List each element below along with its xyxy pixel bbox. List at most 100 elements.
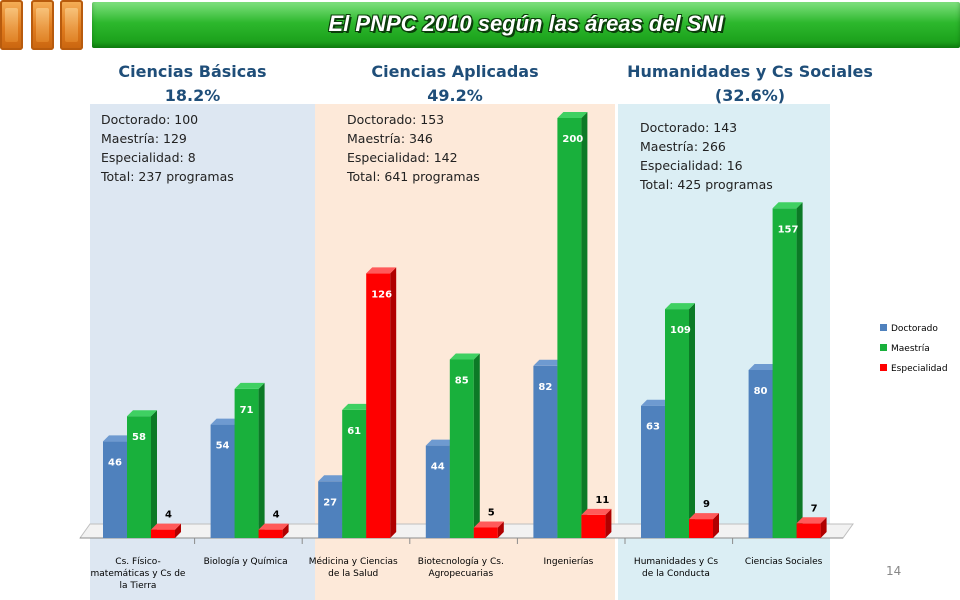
area-percent-humanidades: (32.6%) — [714, 86, 786, 105]
data-label: 5 — [488, 508, 495, 519]
data-label: 44 — [431, 462, 445, 473]
bar-especialidad-1 — [258, 523, 289, 538]
legend-swatch — [880, 324, 887, 331]
bar-top — [689, 513, 719, 520]
bar-top — [557, 112, 588, 118]
summary-humanidades: Doctorado: 143 Maestría: 266 Especialida… — [640, 118, 773, 194]
bar-face — [103, 441, 127, 538]
bar-top — [665, 303, 695, 310]
bar-side — [175, 523, 181, 538]
summary-line: Maestría: 266 — [640, 139, 726, 154]
bar-top — [210, 418, 241, 425]
bar-top — [449, 353, 480, 360]
bar-top — [641, 399, 671, 406]
bar-face — [366, 273, 391, 538]
bar-side — [605, 508, 612, 538]
bar-side — [473, 353, 480, 538]
bar-top — [581, 508, 612, 515]
bar-side — [581, 112, 588, 538]
title-bar: El PNPC 2010 según las áreas del SNI — [92, 2, 960, 48]
slide-title: El PNPC 2010 según las áreas del SNI — [328, 11, 724, 36]
data-label: 7 — [811, 503, 818, 514]
category-label: Cs. Físico- — [115, 557, 160, 567]
summary-line: Doctorado: 143 — [640, 120, 738, 135]
page-number: 14 — [886, 564, 902, 578]
bar-face — [748, 370, 773, 538]
legend-label-maestría: Maestría — [891, 344, 930, 354]
bar-side — [497, 521, 504, 538]
bar-top — [318, 475, 349, 482]
legend-label-doctorado: Doctorado — [891, 324, 938, 334]
bar-face — [210, 424, 235, 538]
bar-maestría-1 — [234, 382, 265, 538]
bar-top — [473, 521, 504, 528]
data-label: 157 — [778, 224, 799, 235]
category-label: Ingenierías — [544, 557, 594, 567]
bar-side — [258, 382, 265, 538]
bar-maestría-5 — [665, 303, 695, 538]
data-label: 11 — [595, 495, 609, 506]
bar-top — [103, 435, 133, 442]
bar-side — [390, 267, 397, 538]
data-label: 27 — [323, 497, 337, 508]
data-label: 4 — [273, 510, 280, 521]
bar-top — [234, 382, 265, 389]
area-title-humanidades: Humanidades y Cs Sociales — [627, 62, 873, 81]
data-label: 82 — [538, 382, 552, 393]
bar-especialidad-4 — [581, 508, 612, 538]
summary-line: Total: 641 programas — [347, 169, 480, 184]
bar-maestría-0 — [127, 410, 157, 538]
category-label: de la Conducta — [642, 569, 710, 579]
bar-especialidad-3 — [473, 521, 504, 538]
category-label: Médicina y Ciencias — [309, 556, 398, 567]
category-label: matemáticas y Cs de — [91, 569, 186, 579]
bar-face — [533, 365, 558, 538]
area-title-basicas: Ciencias Básicas — [118, 62, 267, 81]
bar-face — [772, 208, 797, 539]
summary-line: Maestría: 346 — [347, 131, 433, 146]
summary-line: Doctorado: 153 — [347, 112, 445, 127]
data-label: 85 — [455, 376, 469, 387]
bar-face — [689, 519, 713, 538]
bar-face — [449, 359, 474, 538]
data-label: 71 — [240, 405, 254, 416]
bar-top — [366, 267, 397, 274]
bar-top — [425, 439, 456, 446]
bar-face — [557, 118, 582, 538]
bar-face — [127, 416, 151, 538]
decor-block-1 — [0, 0, 23, 50]
bar-face — [258, 529, 283, 538]
category-label: la Tierra — [120, 581, 157, 591]
summary-line: Especialidad: 142 — [347, 150, 458, 165]
data-label: 109 — [670, 325, 691, 336]
category-label: Biotecnología y Cs. — [418, 557, 504, 567]
category-label: Biología y Química — [204, 557, 288, 567]
bar-top — [748, 364, 779, 370]
bar-side — [796, 202, 803, 539]
bar-face — [796, 523, 821, 538]
summary-line: Doctorado: 100 — [101, 112, 199, 127]
bar-face — [665, 309, 689, 538]
decor-block-3 — [60, 0, 83, 50]
category-label: Ciencias Sociales — [745, 557, 823, 567]
bar-especialidad-6 — [796, 517, 827, 538]
summary-basicas: Doctorado: 100 Maestría: 129 Especialida… — [101, 110, 234, 186]
bar-face — [234, 388, 259, 538]
bar-face — [342, 409, 367, 538]
bar-face — [318, 481, 343, 538]
bar-face — [473, 527, 498, 538]
bar-face — [641, 405, 665, 538]
summary-line: Especialidad: 16 — [640, 158, 743, 173]
data-label: 126 — [371, 289, 392, 300]
bar-face — [425, 445, 450, 538]
area-percent-aplicadas: 49.2% — [427, 86, 483, 105]
data-label: 63 — [646, 422, 660, 433]
summary-line: Total: 237 programas — [101, 169, 234, 184]
summary-line: Especialidad: 8 — [101, 150, 196, 165]
bar-top — [772, 202, 803, 209]
data-label: 4 — [165, 510, 172, 521]
bar-face — [581, 514, 606, 538]
bar-maestría-4 — [557, 112, 588, 538]
area-title-aplicadas: Ciencias Aplicadas — [371, 62, 539, 81]
category-label: Humanidades y Cs — [634, 557, 718, 567]
